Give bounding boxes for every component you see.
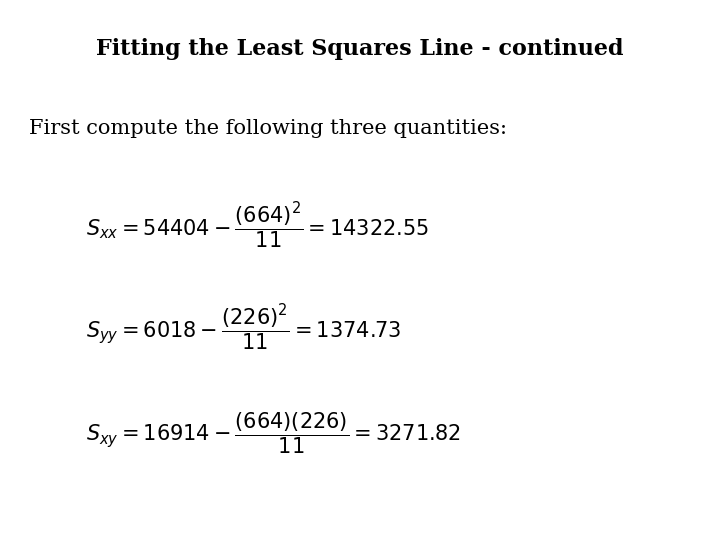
Text: $S_{yy} = 6018 - \dfrac{(226)^2}{11} = 1374.73$: $S_{yy} = 6018 - \dfrac{(226)^2}{11} = 1… [86, 302, 402, 353]
Text: Fitting the Least Squares Line - continued: Fitting the Least Squares Line - continu… [96, 38, 624, 60]
Text: $S_{xx} = 54404 - \dfrac{(664)^2}{11} = 14322.55$: $S_{xx} = 54404 - \dfrac{(664)^2}{11} = … [86, 200, 429, 251]
Text: First compute the following three quantities:: First compute the following three quanti… [29, 119, 507, 138]
Text: $S_{xy} = 16914 - \dfrac{(664)(226)}{11} = 3271.82$: $S_{xy} = 16914 - \dfrac{(664)(226)}{11}… [86, 410, 462, 456]
